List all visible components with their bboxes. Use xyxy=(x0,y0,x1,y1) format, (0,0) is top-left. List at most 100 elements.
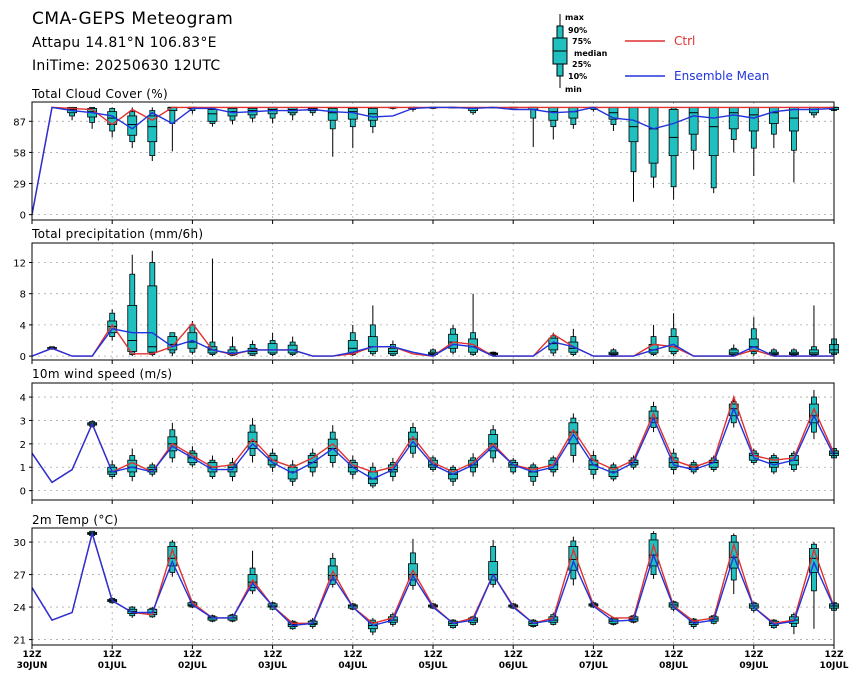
box-p25-p75 xyxy=(568,106,579,119)
x-hour-label: 12Z xyxy=(744,650,764,660)
ctrl-line xyxy=(31,394,835,484)
y-tick-label: 0 xyxy=(20,487,26,498)
x-hour-label: 12Z xyxy=(824,650,844,660)
box-p25-p75 xyxy=(568,546,579,571)
x-date-label: 07JUL xyxy=(579,661,608,671)
x-hour-label: 12Z xyxy=(343,650,363,660)
box-p25-p75 xyxy=(147,285,158,353)
x-hour-label: 12Z xyxy=(183,650,203,660)
x-date-label: 10JUL xyxy=(820,661,849,671)
y-tick-label: 4 xyxy=(20,321,26,332)
box-p25-p75 xyxy=(207,109,218,122)
y-tick-label: 8 xyxy=(20,290,26,301)
panel-title-temp: 2m Temp (°C) xyxy=(32,513,118,527)
box-p25-p75 xyxy=(809,403,819,424)
ensemble-mean-line xyxy=(31,106,835,215)
box-p25-p75 xyxy=(809,349,819,355)
x-hour-label: 12Z xyxy=(504,650,524,660)
y-tick-label: 30 xyxy=(13,538,26,549)
legend-label-min: min xyxy=(565,85,582,94)
x-date-label: 04JUL xyxy=(338,661,367,671)
ensemble-mean-line xyxy=(31,530,835,627)
x-date-label: 08JUL xyxy=(659,661,688,671)
panel-title-precip: Total precipitation (mm/6h) xyxy=(31,227,203,241)
box-p25-p75 xyxy=(668,109,679,157)
box-p25-p75 xyxy=(428,459,438,468)
box-p25-p75 xyxy=(287,344,298,354)
box-p25-p75 xyxy=(127,459,138,473)
box-p25-p75 xyxy=(728,106,739,130)
box-p25-p75 xyxy=(367,336,378,352)
panel-frame xyxy=(31,382,835,501)
y-tick-label: 0 xyxy=(20,211,26,222)
box-p25-p75 xyxy=(628,106,639,143)
x-hour-label: 12Z xyxy=(423,650,443,660)
box-p25-p75 xyxy=(267,343,278,354)
legend-ctrl-label: Ctrl xyxy=(674,34,695,48)
y-tick-label: 29 xyxy=(13,180,26,191)
x-date-label: 03JUL xyxy=(258,661,287,671)
x-date-label: 05JUL xyxy=(419,661,448,671)
box-p25-p75 xyxy=(127,304,138,352)
x-axis-labels: 12Z30JUN12Z01JUL12Z02JUL12Z03JUL12Z04JUL… xyxy=(17,650,849,671)
x-date-label: 30JUN xyxy=(17,661,48,671)
panel-title-wind: 10m wind speed (m/s) xyxy=(32,367,172,381)
ensemble-mean-line xyxy=(31,328,834,357)
panel-cloud-cover: 0 29 58 87 xyxy=(13,101,839,224)
y-tick-label: 87 xyxy=(13,117,26,128)
y-tick-label: 4 xyxy=(20,393,26,404)
box-p25-p75 xyxy=(748,338,759,352)
legend-label-max: max xyxy=(565,13,585,22)
chart-title: CMA-GEPS Meteogram xyxy=(32,9,233,29)
y-tick-label: 1 xyxy=(20,463,26,474)
legend-mean-label: Ensemble Mean xyxy=(674,69,769,83)
box-p25-p75 xyxy=(648,106,659,164)
box-p25-p75 xyxy=(488,434,499,452)
panel-frame xyxy=(31,242,835,361)
legend-label-p25: 25% xyxy=(572,60,591,69)
legend-label-p90: 90% xyxy=(568,26,587,35)
box-p25-p75 xyxy=(448,333,458,349)
panel-wind-speed: 0 1 2 3 4 xyxy=(20,382,839,504)
box-p25-p75 xyxy=(307,455,318,468)
y-tick-label: 24 xyxy=(13,603,26,614)
box-p25-p75 xyxy=(688,106,699,135)
y-tick-label: 3 xyxy=(20,416,26,427)
box-p25-p75 xyxy=(347,340,358,354)
box-p25-p75 xyxy=(548,106,559,121)
box-p25-p75 xyxy=(468,459,479,468)
x-hour-label: 12Z xyxy=(103,650,123,660)
box-p25-p75 xyxy=(748,106,759,132)
box-p25-p75 xyxy=(768,106,779,124)
x-hour-label: 12Z xyxy=(664,650,684,660)
box-plot-legend: max 90% 75% median 25% 10% min xyxy=(552,13,608,94)
x-hour-label: 12Z xyxy=(263,650,283,660)
legend-label-p10: 10% xyxy=(568,72,587,81)
y-tick-label: 27 xyxy=(13,571,26,582)
y-tick-label: 2 xyxy=(20,440,26,451)
x-date-label: 02JUL xyxy=(178,661,207,671)
y-tick-label: 58 xyxy=(13,148,26,159)
location-label: Attapu 14.81°N 106.83°E xyxy=(32,35,217,51)
panel-frame xyxy=(31,101,835,221)
x-hour-label: 12Z xyxy=(22,650,42,660)
panel-precipitation: 0 4 8 12 xyxy=(13,242,839,364)
box-p25-p75 xyxy=(367,108,378,121)
x-date-label: 01JUL xyxy=(98,661,127,671)
legend-label-median: median xyxy=(574,49,608,58)
box-p25-p75 xyxy=(789,106,799,132)
x-hour-label: 12Z xyxy=(584,650,604,660)
x-date-label: 09JUL xyxy=(739,661,768,671)
box-p25-p75 xyxy=(167,546,178,567)
y-tick-label: 12 xyxy=(13,259,26,270)
legend-label-p75: 75% xyxy=(572,37,591,46)
ensemble-mean-line xyxy=(31,406,835,484)
box-p25-p75 xyxy=(648,539,659,567)
box-p25-p75 xyxy=(708,106,719,157)
x-date-label: 06JUL xyxy=(499,661,528,671)
y-tick-label: 0 xyxy=(20,352,26,363)
box-p25-p75 xyxy=(327,108,338,121)
init-time-label: IniTime: 20250630 12UTC xyxy=(32,58,221,74)
box-p25-p75 xyxy=(147,115,158,143)
